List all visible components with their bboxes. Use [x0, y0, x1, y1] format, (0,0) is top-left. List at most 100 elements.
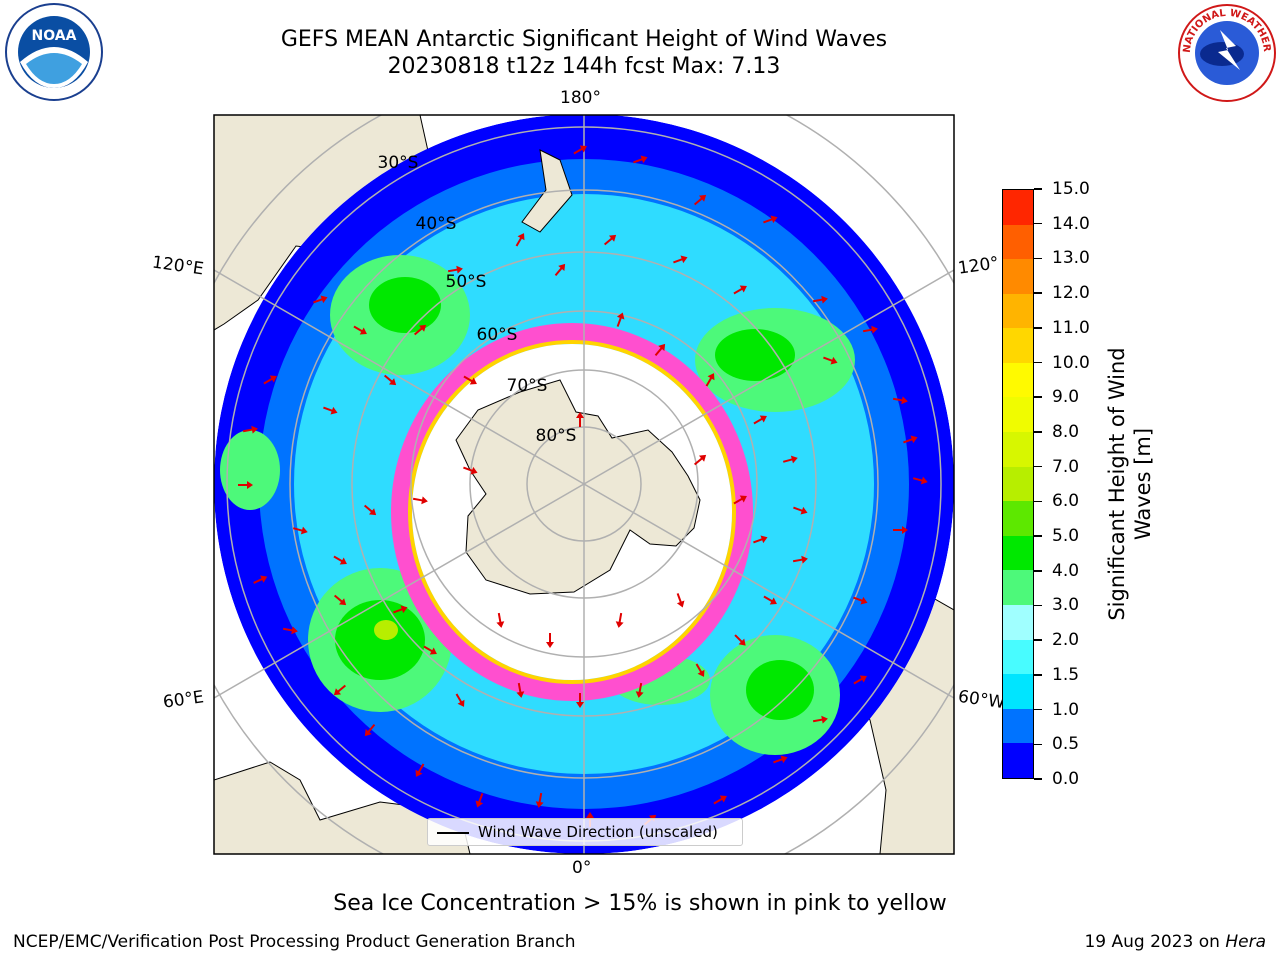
colorbar-tick — [1034, 743, 1042, 746]
colorbar-segment — [1003, 189, 1033, 225]
colorbar-tick — [1034, 639, 1042, 641]
colorbar-tick — [1034, 327, 1042, 329]
colorbar-tick-label: 13.0 — [1052, 248, 1090, 269]
colorbar-segment — [1003, 570, 1033, 606]
wind-arrow — [282, 626, 298, 635]
colorbar-segment — [1003, 293, 1033, 329]
credit-text: NCEP/EMC/Verification Post Processing Pr… — [13, 932, 576, 952]
wind-arrow — [333, 555, 347, 565]
colorbar-segment — [1003, 362, 1033, 398]
colorbar-tick — [1034, 500, 1042, 503]
wind-arrow — [853, 675, 867, 685]
colorbar-segment — [1003, 328, 1033, 363]
wind-arrow — [363, 504, 377, 516]
wind-arrow — [903, 435, 918, 444]
wind-arrow — [763, 595, 777, 605]
wind-arrow — [475, 793, 484, 808]
wind-arrow — [862, 325, 878, 334]
wind-arrow — [676, 593, 685, 608]
wind-arrow — [535, 792, 544, 808]
wind-arrow — [773, 755, 788, 764]
wind-arrow — [383, 374, 397, 386]
wind-arrow — [812, 715, 828, 724]
wind-arrow — [635, 682, 644, 698]
colorbar-tick-label: 1.0 — [1052, 699, 1080, 720]
colorbar-tick-label: 6.0 — [1052, 491, 1080, 512]
wind-arrow — [616, 312, 625, 327]
colorbar-tick — [1034, 431, 1042, 433]
wind-arrow — [242, 425, 258, 434]
longitude-lines — [214, 115, 954, 854]
wind-arrow — [654, 343, 666, 357]
wind-arrow — [333, 684, 347, 696]
colorbar-tick-label: 10.0 — [1052, 352, 1090, 373]
wind-arrow — [693, 194, 707, 206]
host-name: Hera — [1225, 932, 1266, 952]
colorbar-segment — [1003, 605, 1033, 640]
colorbar-tick — [1034, 292, 1042, 294]
wind-arrow — [413, 324, 427, 336]
colorbar-tick-label: 15.0 — [1052, 179, 1090, 199]
colorbar-tick — [1034, 396, 1042, 398]
colorbar-segment — [1003, 397, 1033, 433]
land-africa — [214, 761, 471, 854]
wind-arrow — [323, 406, 338, 415]
colorbar-segment — [1003, 432, 1033, 467]
lat-label-70: 70°S — [507, 376, 548, 396]
lat-label-30: 30°S — [378, 153, 419, 173]
legend-line-swatch — [437, 832, 469, 834]
colorbar-tick — [1034, 674, 1042, 676]
colorbar-tick-label: 1.5 — [1052, 664, 1080, 685]
wind-arrow — [893, 526, 908, 534]
wind-arrow — [238, 481, 253, 489]
legend-label: Wind Wave Direction (unscaled) — [478, 823, 718, 841]
wind-arrow — [496, 612, 505, 628]
wind-arrow — [515, 233, 525, 247]
colorbar-tick-label: 2.0 — [1052, 630, 1080, 651]
wind-arrow — [753, 415, 767, 425]
colorbar-tick-label: 8.0 — [1052, 421, 1080, 442]
wind-arrow — [554, 263, 566, 277]
wind-arrow — [516, 682, 525, 698]
date-text: 19 Aug 2023 on Hera — [1084, 932, 1266, 952]
nws-logo: NATIONAL WEATHER SERVICE — [1176, 2, 1276, 102]
wind-arrow — [733, 495, 747, 505]
colorbar-tick — [1034, 222, 1042, 225]
colorbar-tick-label: 9.0 — [1052, 387, 1080, 408]
wind-arrow — [792, 555, 808, 564]
wind-arrow — [463, 375, 477, 385]
wind-arrow — [823, 356, 838, 365]
lat-label-60: 60°S — [477, 325, 518, 345]
wind-arrow — [633, 155, 648, 164]
wind-arrow — [463, 466, 478, 475]
colorbar-tick — [1034, 708, 1042, 711]
wind-arrow — [713, 795, 727, 805]
lat-label-40: 40°S — [416, 214, 457, 234]
colorbar-tick — [1034, 465, 1042, 468]
wind-arrow — [892, 396, 908, 405]
wind-arrow — [546, 633, 554, 648]
colorbar-tick-label: 7.0 — [1052, 456, 1080, 477]
map-subtitle: 20230818 t12z 144h fcst Max: 7.13 — [387, 54, 781, 79]
wind-arrow — [364, 723, 376, 737]
colorbar-segment — [1003, 224, 1033, 260]
wind-arrow — [313, 295, 328, 304]
colorbar-segment — [1003, 674, 1033, 709]
colorbar-tick-label: 5.0 — [1052, 526, 1080, 547]
wind-arrow — [734, 634, 746, 646]
noaa-logo-text: NOAA — [32, 28, 77, 44]
wind-arrow — [705, 373, 715, 387]
wind-arrow — [812, 295, 828, 304]
wind-arrow — [763, 215, 778, 224]
wind-arrow — [447, 265, 463, 274]
colorbar-tick-label: 12.0 — [1052, 283, 1090, 304]
wind-wave-arrows — [238, 145, 928, 827]
wind-arrow — [412, 496, 428, 505]
wind-arrow — [733, 285, 747, 295]
wind-arrow — [455, 693, 465, 707]
colorbar-tick-label: 14.0 — [1052, 213, 1090, 234]
date-prefix: 19 Aug 2023 on — [1084, 932, 1226, 952]
colorbar-tick-label: 11.0 — [1052, 317, 1090, 338]
map-frame — [213, 114, 955, 855]
